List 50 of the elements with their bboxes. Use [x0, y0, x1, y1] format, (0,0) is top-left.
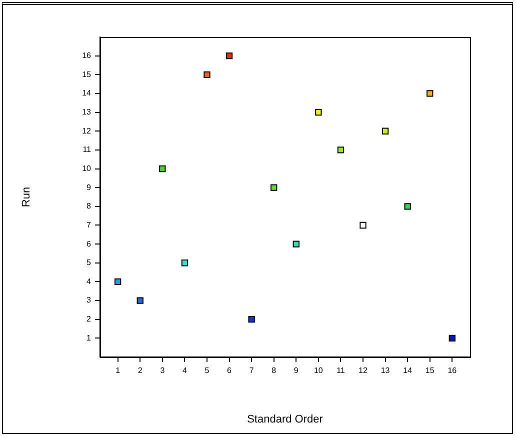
x-tick-label: 15 [425, 366, 435, 376]
point [181, 260, 188, 266]
x-tick-label: 3 [160, 366, 166, 376]
point [382, 128, 389, 134]
y-tick-label: 15 [82, 70, 92, 79]
y-tick-label: 7 [86, 220, 92, 230]
x-tick-label: 6 [227, 366, 232, 376]
y-tick-label: 10 [82, 164, 92, 173]
x-tick-label: 9 [294, 366, 299, 376]
y-tick-label: 3 [86, 296, 92, 305]
y-tick-label: 2 [86, 314, 92, 324]
y-axis-title: Run [20, 186, 33, 208]
x-tick-label: 14 [403, 366, 413, 376]
x-tick-label: 7 [249, 366, 254, 376]
y-tick-label: 8 [86, 202, 92, 211]
y-tick-label: 13 [82, 107, 92, 116]
y-tick-label: 6 [86, 239, 92, 248]
y-tick-label: 4 [86, 276, 92, 286]
y-tick-label: 12 [82, 126, 92, 136]
point [448, 334, 456, 342]
y-tick-label: 1 [86, 333, 92, 342]
x-tick-label: 16 [448, 366, 458, 376]
x-tick-label: 2 [138, 366, 143, 376]
point [270, 184, 278, 191]
point [360, 222, 366, 229]
x-tick-label: 8 [272, 366, 277, 376]
x-axis-title: Standard Order [247, 413, 324, 426]
point [114, 278, 122, 286]
point [136, 297, 144, 304]
y-tick-label: 5 [86, 258, 92, 268]
point [315, 108, 322, 116]
point [337, 146, 344, 154]
x-tick-label: 12 [358, 366, 368, 376]
point [404, 203, 411, 210]
point [426, 90, 434, 97]
point [248, 316, 255, 323]
point [226, 52, 233, 60]
x-tick-label: 11 [336, 366, 346, 376]
y-tick-label: 16 [82, 51, 92, 60]
y-tick-label: 14 [82, 88, 92, 98]
x-tick-label: 1 [116, 366, 121, 376]
y-tick-label: 9 [86, 182, 92, 192]
x-tick-label: 5 [204, 366, 210, 376]
x-tick-label: 4 [182, 366, 188, 376]
point [204, 71, 210, 78]
y-tick-label: 11 [82, 145, 92, 154]
x-tick-label: 13 [380, 366, 390, 376]
x-tick-label: 10 [314, 366, 324, 376]
point [292, 240, 300, 248]
point [159, 165, 166, 172]
